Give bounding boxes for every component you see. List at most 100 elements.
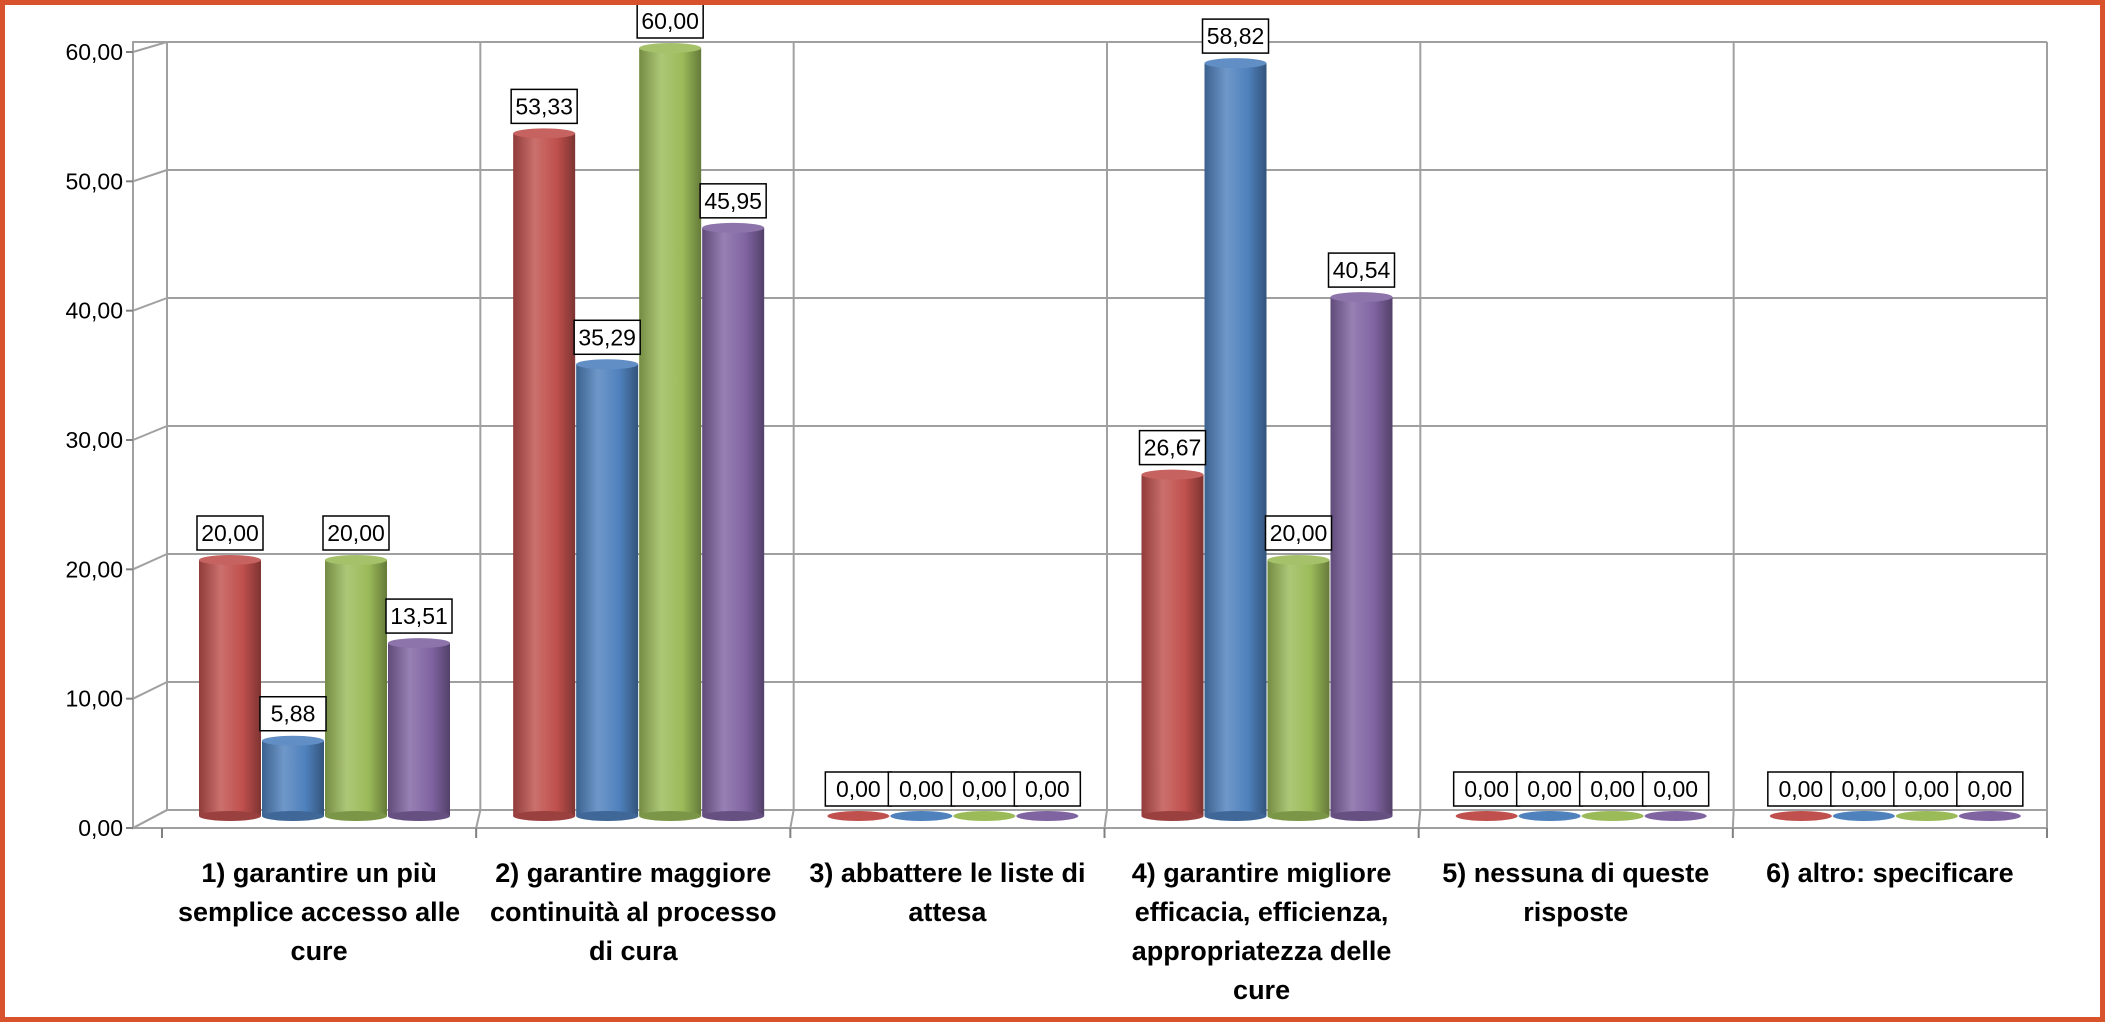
bar bbox=[1016, 811, 1079, 821]
bar-body bbox=[325, 560, 387, 816]
data-label-box bbox=[824, 771, 893, 807]
data-label: 35,29 bbox=[573, 319, 641, 356]
bar-flat bbox=[1769, 811, 1832, 821]
data-label-text: 0,00 bbox=[1653, 776, 1698, 802]
y-tick-label: 40,00 bbox=[65, 298, 123, 324]
data-label: 0,00 bbox=[1452, 771, 1521, 807]
floor-divider bbox=[1103, 809, 1108, 829]
bar-cap bbox=[199, 555, 261, 565]
bar-base bbox=[1330, 811, 1393, 821]
bar-flat bbox=[1518, 811, 1581, 821]
gridline-perspective bbox=[132, 425, 168, 441]
data-label-text: 0,00 bbox=[1841, 776, 1886, 802]
y-tick-label: 50,00 bbox=[65, 168, 123, 194]
data-label-box bbox=[1138, 429, 1207, 466]
data-label-box bbox=[1956, 771, 2024, 807]
gridline-perspective bbox=[132, 681, 168, 700]
bar-chart: 0,00 10,00 20,00 30,00 40,00 50,00 60,00 20,00… bbox=[65, 5, 2048, 841]
data-label: 20,00 bbox=[1264, 515, 1333, 551]
bar bbox=[1518, 811, 1581, 821]
gridlines bbox=[132, 41, 2048, 838]
bar-cap bbox=[388, 638, 450, 649]
data-label-box bbox=[322, 515, 390, 551]
data-label-text: 0,00 bbox=[836, 776, 881, 802]
bar-cap bbox=[1141, 469, 1204, 480]
bar-cap bbox=[1330, 292, 1393, 303]
bar bbox=[1644, 811, 1707, 821]
data-label-text: 13,51 bbox=[390, 603, 448, 629]
bar-body bbox=[388, 643, 450, 816]
data-label: 45,95 bbox=[699, 183, 767, 219]
data-label: 0,00 bbox=[887, 771, 956, 807]
bar-base bbox=[513, 811, 576, 821]
bar-flat bbox=[953, 811, 1016, 821]
data-label: 53,33 bbox=[510, 88, 578, 125]
bar bbox=[1141, 469, 1204, 821]
bar bbox=[1581, 811, 1644, 821]
data-labels: 20,00 5,88 20,00 13,51 53,33 35,29 60,00 45,95 0… bbox=[196, 5, 2024, 807]
data-label: 26,67 bbox=[1138, 429, 1207, 466]
bar-body bbox=[1267, 560, 1330, 816]
bar-flat bbox=[890, 811, 953, 821]
bar-flat bbox=[1644, 811, 1707, 821]
data-label-box bbox=[196, 515, 264, 551]
data-label: 0,00 bbox=[824, 771, 893, 807]
data-label: 0,00 bbox=[1013, 771, 1082, 807]
data-label-text: 0,00 bbox=[962, 776, 1007, 802]
data-label-box bbox=[636, 5, 704, 39]
bar-cap bbox=[262, 735, 324, 746]
data-label: 0,00 bbox=[1578, 771, 1647, 807]
data-label: 0,00 bbox=[1515, 771, 1584, 807]
bar-body bbox=[702, 227, 765, 817]
bar bbox=[388, 638, 450, 821]
bar bbox=[199, 555, 261, 821]
data-label: 20,00 bbox=[322, 515, 390, 551]
bar-base bbox=[388, 811, 450, 821]
y-tick-label: 20,00 bbox=[65, 556, 123, 582]
category-label: 4) garantire migliore efficacia, efficie… bbox=[1131, 858, 1392, 1005]
data-label-box bbox=[1767, 771, 1835, 807]
data-label-text: 0,00 bbox=[1025, 776, 1070, 802]
data-label-text: 0,00 bbox=[1590, 776, 1635, 802]
bar-cap bbox=[1204, 58, 1267, 69]
bar bbox=[1958, 811, 2021, 821]
data-label-box bbox=[573, 319, 641, 356]
bar-flat bbox=[1581, 811, 1644, 821]
data-label-text: 26,67 bbox=[1144, 435, 1202, 461]
bar-body bbox=[1141, 474, 1204, 816]
data-label-text: 60,00 bbox=[641, 8, 699, 34]
data-label: 0,00 bbox=[1956, 771, 2024, 807]
data-label: 0,00 bbox=[1893, 771, 1961, 807]
gridline-perspective bbox=[132, 41, 168, 53]
bar bbox=[702, 222, 765, 821]
bar-flat bbox=[1455, 811, 1518, 821]
data-label-text: 0,00 bbox=[1904, 776, 1949, 802]
bar bbox=[890, 811, 953, 821]
bar-body bbox=[1204, 63, 1267, 816]
gridline-perspective bbox=[132, 809, 168, 829]
bar-base bbox=[639, 811, 702, 821]
y-tick-label: 10,00 bbox=[65, 686, 123, 712]
bar bbox=[513, 128, 576, 821]
category-label: 6) altro: specificare bbox=[1766, 858, 2014, 888]
data-label: 20,00 bbox=[196, 515, 264, 551]
data-label-text: 0,00 bbox=[1527, 776, 1572, 802]
bars bbox=[199, 43, 2021, 821]
bar-flat bbox=[1016, 811, 1079, 821]
gridline-perspective bbox=[132, 169, 168, 183]
data-label: 5,88 bbox=[259, 695, 327, 732]
data-label: 13,51 bbox=[385, 598, 453, 634]
data-label: 0,00 bbox=[1830, 771, 1898, 807]
bar-body bbox=[1330, 297, 1393, 816]
bar-cap bbox=[576, 359, 639, 370]
bar-cap bbox=[513, 128, 576, 139]
bar bbox=[827, 811, 890, 821]
category-label: 1) garantire un più semplice accesso all… bbox=[177, 858, 461, 966]
floor-divider bbox=[789, 809, 795, 829]
data-label-box bbox=[1641, 771, 1710, 807]
floor-divider bbox=[1731, 809, 1735, 829]
bar bbox=[1455, 811, 1518, 821]
data-label-text: 0,00 bbox=[1464, 776, 1509, 802]
data-label-box bbox=[1201, 18, 1270, 54]
